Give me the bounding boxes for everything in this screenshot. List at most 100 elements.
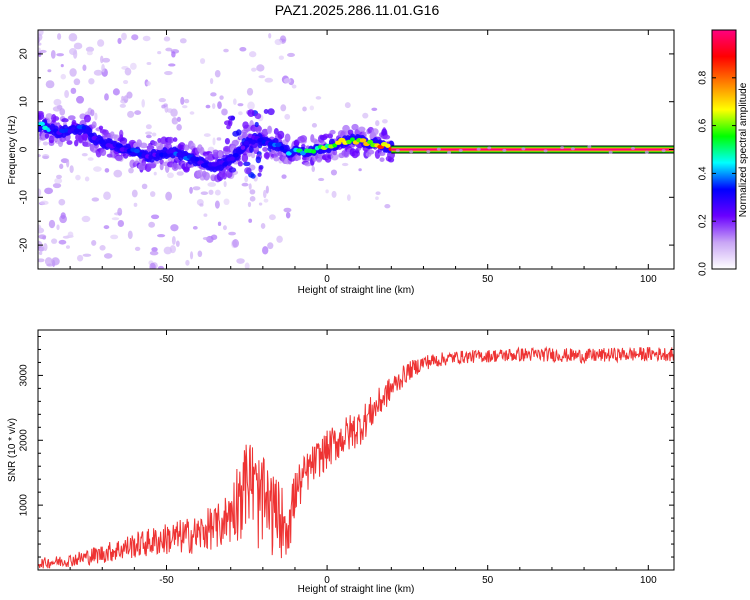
spectrogram-ridge-cell [247, 133, 253, 139]
spectrogram-noise-blob [38, 154, 41, 158]
spectrogram-noise-blob [302, 106, 307, 112]
spectrogram-noise-blob [262, 246, 269, 255]
spectrogram-noise-blob [38, 224, 42, 230]
spectrogram-noise-blob [284, 113, 291, 120]
snr-x-tick-label: -50 [159, 575, 174, 586]
spectrogram-noise-blob [164, 71, 173, 76]
spectrogram-noise-blob [51, 238, 58, 244]
spectrogram-noise-blob [200, 191, 209, 195]
spectrogram-noise-blob [318, 177, 325, 182]
spectrogram-halo-blob [61, 118, 69, 123]
spectrogram-noise-blob [222, 225, 227, 231]
spectrogram-halo-blob [347, 129, 354, 136]
spectrogram-halo-blob [172, 137, 178, 142]
spectrogram-noise-blob [58, 198, 66, 206]
spectrogram-noise-blob [236, 258, 245, 264]
spectrogram-noise-blob [217, 101, 222, 110]
spectrogram-noise-blob [82, 64, 87, 71]
spectrogram-noise-blob [157, 265, 164, 269]
spectrogram-noise-blob [170, 224, 179, 232]
spectrogram-halo-blob [167, 136, 174, 144]
spectrogram-noise-blob [249, 189, 256, 195]
spectrogram-ridge-cell [285, 151, 292, 156]
spectrogram-ridge-cell [115, 143, 123, 148]
spectrogram-y-tick-label: 10 [19, 96, 30, 108]
spectrogram-noise-blob [38, 33, 43, 42]
spectrogram-noise-blob [145, 124, 152, 130]
spectrogram-halo-blob [243, 161, 251, 167]
spectrogram-y-tick-label: 0 [19, 146, 30, 152]
spectrogram-noise-blob [127, 110, 135, 118]
colorbar-tick-label: 0.2 [698, 214, 709, 228]
spectrogram-noise-blob [346, 194, 351, 201]
spectrogram-noise-blob [165, 47, 173, 52]
spectrogram-halo-blob [224, 137, 230, 145]
spectrogram-noise-blob [161, 104, 166, 109]
spectrogram-noise-blob [375, 196, 379, 200]
spectrogram-halo-blob [45, 113, 53, 120]
spectrogram-noise-blob [128, 167, 134, 174]
spectrogram-noise-blob [291, 84, 297, 89]
snr-y-axis-label: SNR (10 * v/v) [7, 418, 18, 482]
spectrogram-noise-blob [167, 172, 174, 179]
spectrogram-noise-blob [315, 96, 322, 100]
spectrogram-noise-blob [103, 225, 110, 230]
spectrogram-noise-blob [113, 169, 123, 178]
spectrogram-noise-blob [38, 188, 42, 197]
spectrogram-noise-blob [149, 250, 159, 256]
spectrogram-halo-blob [83, 114, 91, 123]
spectrogram-halo-blob [304, 162, 312, 167]
colorbar-tick-label: 0.6 [698, 118, 709, 132]
spectrogram-noise-blob [54, 177, 63, 184]
spectrogram-noise-blob [202, 236, 210, 241]
spectrogram-noise-blob [69, 165, 74, 174]
spectrogram-halo-blob [237, 161, 243, 167]
spectrogram-halo-blob [378, 151, 386, 156]
spectrogram-noise-blob [587, 145, 592, 149]
spectrogram-ridge-cell [359, 138, 367, 143]
spectrogram-ridge-cell [229, 156, 235, 161]
spectrogram-noise-blob [285, 211, 291, 219]
spectrogram-noise-blob [189, 186, 193, 194]
spectrogram-noise-blob [232, 239, 239, 248]
spectrogram-halo-blob [329, 129, 336, 135]
spectrogram-noise-blob [82, 253, 92, 257]
colorbar-label: Normalized spectral amplitude [738, 82, 749, 217]
spectrogram-halo-blob [382, 134, 391, 140]
spectrogram-noise-blob [134, 110, 142, 115]
spectrogram-noise-blob [130, 62, 137, 70]
spectrogram-noise-blob [151, 247, 158, 252]
spectrogram-noise-blob [244, 175, 249, 183]
spectrogram-noise-blob [134, 246, 141, 251]
spectrogram-noise-blob [168, 63, 176, 67]
spectrogram-halo-blob [91, 121, 97, 129]
spectrogram-noise-blob [210, 92, 217, 97]
spectrogram-noise-blob [70, 87, 77, 94]
spectrogram-noise-blob [117, 37, 122, 44]
spectrogram-ridge-cell [87, 132, 95, 138]
spectrogram-noise-blob [146, 81, 151, 86]
spectrogram-halo-blob [242, 121, 249, 129]
spectrogram-noise-blob [60, 73, 67, 80]
spectrogram-noise-blob [87, 157, 94, 161]
spectrogram-noise-blob [241, 182, 249, 187]
spectrogram-noise-blob [180, 96, 185, 105]
spectrogram-noise-blob [127, 230, 133, 240]
spectrogram-noise-blob [197, 250, 203, 258]
spectrogram-noise-blob [184, 98, 190, 104]
spectrogram-halo-blob [258, 164, 264, 170]
spectrogram-noise-blob [630, 146, 635, 150]
spectrogram-halo-blob [261, 128, 269, 136]
spectrogram-noise-blob [560, 146, 565, 150]
spectrogram-noise-blob [59, 163, 64, 170]
spectrogram-halo-blob [250, 173, 256, 179]
spectrogram-halo-blob [196, 169, 204, 178]
spectrogram-noise-blob [214, 200, 220, 209]
spectrogram-noise-blob [39, 200, 49, 206]
spectrogram-noise-blob [60, 64, 64, 68]
spectrogram-halo-blob [179, 144, 185, 152]
spectrogram-x-tick-label: 50 [482, 274, 494, 285]
spectrogram-noise-blob [102, 57, 111, 63]
spectrogram-noise-blob [122, 80, 129, 85]
spectrogram-ridge-cell [81, 125, 87, 131]
